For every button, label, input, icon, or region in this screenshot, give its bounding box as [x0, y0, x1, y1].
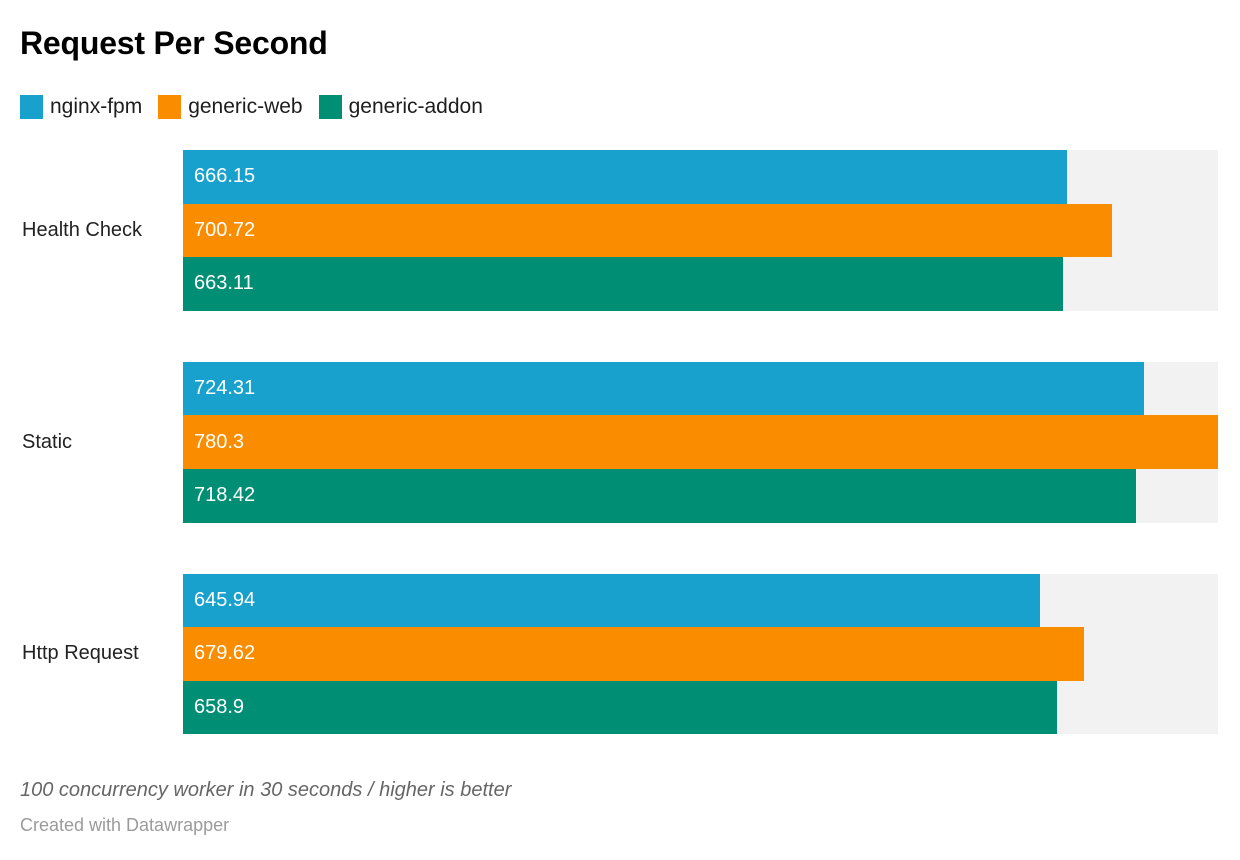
- bar-value-label: 658.9: [194, 696, 245, 719]
- legend-label-nginx-fpm: nginx-fpm: [50, 95, 143, 118]
- bar-group-static: Static 724.31 780.3 718.42: [20, 361, 1218, 523]
- bar-value-label: 679.62: [194, 642, 256, 665]
- bar-value-label: 663.11: [194, 272, 254, 295]
- legend-swatch-generic-addon: [318, 95, 342, 119]
- bar-nginx-fpm-static: 724.31: [183, 361, 1144, 416]
- footnote: 100 concurrency worker in 30 seconds / h…: [20, 779, 512, 802]
- bar-generic-web-static: 780.3: [183, 415, 1218, 469]
- bar-value-label: 780.3: [194, 430, 245, 453]
- legend-item-generic-addon: generic-addon: [318, 95, 483, 119]
- legend-item-nginx-fpm: nginx-fpm: [20, 95, 142, 119]
- bar-value-label: 666.15: [194, 165, 256, 188]
- legend-swatch-generic-web: [158, 95, 182, 119]
- legend-label-generic-web: generic-web: [188, 95, 303, 118]
- bar-track: 724.31 780.3 718.42: [183, 361, 1218, 523]
- bar-value-label: 724.31: [194, 377, 256, 400]
- bar-groups: Health Check 666.15 700.72 663.11 Static 724.…: [20, 150, 1218, 735]
- bar-value-label: 645.94: [194, 588, 256, 611]
- bar-nginx-fpm-http-request: 645.94: [183, 573, 1040, 628]
- category-label-static: Static: [22, 430, 73, 453]
- bar-generic-addon-http-request: 658.9: [183, 680, 1057, 735]
- category-label-http-request: Http Request: [22, 642, 139, 665]
- legend: nginx-fpm generic-web generic-addon: [20, 95, 1218, 119]
- chart-title: Request Per Second: [20, 25, 328, 61]
- legend-swatch-nginx-fpm: [20, 95, 43, 119]
- bar-nginx-fpm-health-check: 666.15: [183, 150, 1067, 204]
- bar-generic-web-http-request: 679.62: [183, 627, 1085, 681]
- bar-value-label: 718.42: [194, 484, 256, 507]
- bar-generic-addon-static: 718.42: [183, 468, 1136, 523]
- category-label-health-check: Health Check: [22, 218, 143, 241]
- legend-label-generic-addon: generic-addon: [348, 95, 483, 118]
- bar-track: 666.15 700.72 663.11: [183, 150, 1218, 311]
- bar-generic-web-health-check: 700.72: [183, 203, 1113, 258]
- bar-generic-addon-health-check: 663.11: [183, 257, 1063, 311]
- legend-item-generic-web: generic-web: [158, 95, 303, 119]
- bar-track: 645.94 679.62 658.9: [183, 573, 1218, 735]
- bar-group-health-check: Health Check 666.15 700.72 663.11: [20, 150, 1218, 311]
- bar-group-http-request: Http Request 645.94 679.62 658.9: [20, 573, 1218, 735]
- datawrapper-byline[interactable]: Created with Datawrapper: [20, 815, 230, 836]
- bar-value-label: 700.72: [194, 218, 256, 241]
